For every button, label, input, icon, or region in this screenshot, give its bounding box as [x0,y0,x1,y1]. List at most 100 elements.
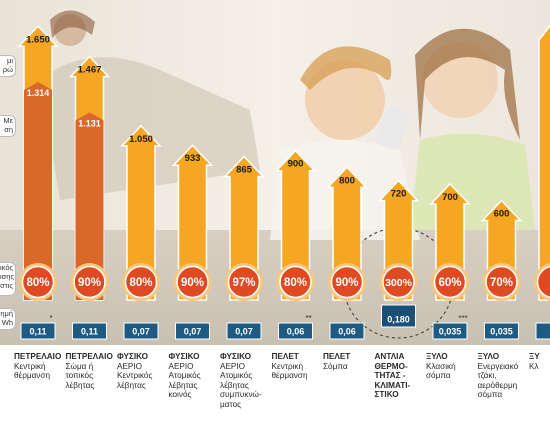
category-label: ΦΥΣΙΚΟ ΑΕΡΙΟ Ατομικός λέβητας κοινός [169,352,229,400]
cost-box [381,304,416,328]
category-label-line: θέρμανση [14,371,51,381]
efficiency-circle [176,265,209,299]
cost-box [484,322,519,340]
category-label-line: Κεντρικός [117,371,153,381]
cost-footnote-mark: *** [458,314,467,323]
efficiency-label: 80% [284,277,307,289]
efficiency-circle [73,265,106,299]
bar-inner-value-label: 1.314 [27,88,50,98]
bar-value-label: 720 [391,189,407,200]
cost-box [278,322,313,340]
bar-value-label: 800 [339,175,355,186]
bar-value-label: 600 [494,208,510,219]
efficiency-label: 90% [335,277,358,289]
efficiency-circle [433,265,467,299]
category-label-line: αερόθερμη [477,380,518,390]
arrow-bar [538,24,550,301]
category-label-line: Ενεργειακό [477,361,519,371]
cost-box [123,322,159,340]
side-label-2: Με ση [0,115,16,137]
side-label-3: ικός ισης στις [0,262,16,296]
category-label-line: ΑΕΡΙΟ [117,361,143,371]
category-label-line: σόμπα [477,390,503,400]
category-label-line: ΚΛΙΜΑΤΙ- [374,380,411,390]
efficiency-label: 300% [385,277,413,289]
cost-box [535,322,550,340]
category-label-line: ΣΤΙΚΟ [374,390,399,400]
category-label-line: ΠΕΤΡΕΛΑΙΟ [65,352,113,361]
category-label-line: Κεντρική [14,361,46,371]
category-label-line: λέβητας [220,380,249,390]
category-label-line: τζάκι, [477,371,497,381]
efficiency-label: 90% [181,277,204,289]
category-label-line: Ατομικός [168,371,201,381]
bar-inner-value-label: 1.131 [78,118,101,128]
category-label-line: σόμπα [426,371,451,381]
efficiency-circle [124,265,158,299]
efficiency-label: 80% [129,277,152,289]
category-label-line: ΑΝΤΛΙΑ [374,352,405,361]
bar-value-label: 933 [185,153,201,164]
cost-value-label: 0,11 [81,327,98,337]
category-label-line: Σώμα ή [65,361,94,371]
category-label-line: ΦΥΣΙΚΟ [220,352,252,361]
cost-value-label: 0,035 [439,327,462,337]
cost-value-label: 0,06 [338,327,356,337]
bar-value-label: 700 [442,192,458,203]
side-label-1: μι ρώ [0,55,16,77]
bar-value-label: 865 [236,165,253,176]
side-label-4: ημή Wh [0,308,16,330]
category-label-line: ΑΕΡΙΟ [168,361,194,371]
efficiency-label: 90% [78,277,101,289]
cost-value-label: 0,07 [184,327,202,337]
bar-value-label: 1.650 [26,34,50,45]
efficiency-circle [227,265,261,299]
category-label-line: ΠΕΛΕΤ [323,352,351,361]
arrow-bar-inner [24,82,52,301]
category-label-line: ΠΕΤΡΕΛΑΙΟ [14,352,62,361]
cost-value-label: 0,07 [235,327,253,337]
category-label: ΞΥΛΟ Κλασική σόμπα [426,352,486,381]
category-label-line: ΞΥΛΟ [426,352,448,361]
efficiency-circle [485,265,518,299]
cost-footnote-mark: ** [305,314,311,323]
efficiency-circle [382,265,415,299]
bar-value-label: 1.467 [78,65,102,76]
category-label: ΞΥ Κλ [529,352,550,371]
category-label-line: Σόμπα [323,361,348,371]
category-label-line: Ατομικός [220,371,253,381]
category-label-line: τοπικός [65,371,94,381]
efficiency-label: 70% [490,277,513,289]
category-label: ΠΕΤΡΕΛΑΙΟ Σώμα ή τοπικός λέβητας [66,352,126,390]
category-label: ΦΥΣΙΚΟ ΑΕΡΙΟ Κεντρικός λέβητας [117,352,177,390]
arrow-bar-inner [75,112,104,301]
cost-value-label: 0,07 [132,327,150,337]
cost-value-label: 0,11 [29,327,46,337]
category-label-line: κοινός [168,390,192,400]
category-label-line: λέβητας [117,380,146,390]
category-label-line: ΦΥΣΙΚΟ [117,352,149,361]
category-label-line: λέβητας [65,380,95,390]
category-label-line: Κλασική [426,361,456,371]
efficiency-label: 80% [26,277,49,289]
cost-box [72,322,107,340]
category-label-line: λέβητας [168,380,198,390]
efficiency-label: 97% [232,277,255,289]
category-label-line: Κλ [529,361,539,371]
cost-footnote-mark: * [49,314,52,323]
bar-value-label: 900 [288,159,304,170]
category-label-line: Κεντρική [271,361,304,371]
cost-value-label: 0,035 [490,327,513,337]
category-label-line: ΤΗΤΑΣ - [374,371,406,381]
cost-value-label: 0,180 [387,315,410,325]
category-label-line: ΞΥ [529,352,540,361]
category-label-line: ματος [220,399,242,409]
category-label-line: θέρμανση [271,371,308,381]
category-label: ΑΝΤΛΙΑ ΘΕΡΜΟ- ΤΗΤΑΣ - ΚΛΙΜΑΤΙ- ΣΤΙΚΟ [375,352,435,400]
category-label-line: ΑΕΡΙΟ [220,361,246,371]
efficiency-circle [536,266,550,298]
category-label: ΠΕΛΕΤ Σόμπα [323,352,383,371]
category-label: ΦΥΣΙΚΟ ΑΕΡΙΟ Ατομικός λέβητας συμπυκνώ-ματος [220,352,280,410]
category-label-line: συμπυκνώ- [220,390,262,400]
